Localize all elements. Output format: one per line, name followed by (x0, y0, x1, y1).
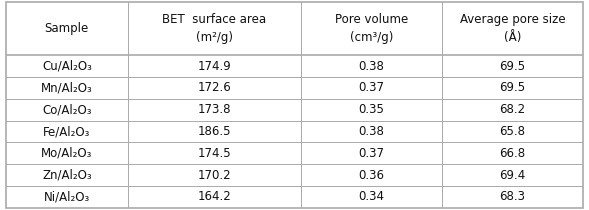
Text: 0.38: 0.38 (359, 125, 385, 138)
Text: 173.8: 173.8 (197, 103, 231, 116)
Text: Mn/Al₂O₃: Mn/Al₂O₃ (41, 81, 92, 94)
Text: 0.37: 0.37 (359, 147, 385, 160)
Text: 170.2: 170.2 (197, 169, 231, 182)
Text: Sample: Sample (45, 22, 89, 35)
Text: 65.8: 65.8 (499, 125, 525, 138)
Text: Fe/Al₂O₃: Fe/Al₂O₃ (43, 125, 91, 138)
Text: 0.34: 0.34 (359, 190, 385, 203)
Text: Cu/Al₂O₃: Cu/Al₂O₃ (42, 60, 92, 72)
Text: Mo/Al₂O₃: Mo/Al₂O₃ (41, 147, 92, 160)
Text: 0.38: 0.38 (359, 60, 385, 72)
Text: 68.3: 68.3 (499, 190, 525, 203)
Text: Average pore size
(Å): Average pore size (Å) (460, 13, 565, 44)
Text: Pore volume
(cm³/g): Pore volume (cm³/g) (335, 13, 408, 44)
Text: 69.4: 69.4 (499, 169, 526, 182)
Text: 66.8: 66.8 (499, 147, 525, 160)
Text: Ni/Al₂O₃: Ni/Al₂O₃ (44, 190, 90, 203)
Text: 174.5: 174.5 (197, 147, 231, 160)
Text: 69.5: 69.5 (499, 60, 525, 72)
Text: 0.37: 0.37 (359, 81, 385, 94)
Text: 186.5: 186.5 (197, 125, 231, 138)
Text: 174.9: 174.9 (197, 60, 231, 72)
Text: 172.6: 172.6 (197, 81, 231, 94)
Text: BET  surface area
(m²/g): BET surface area (m²/g) (162, 13, 266, 44)
Text: 0.36: 0.36 (359, 169, 385, 182)
Text: Zn/Al₂O₃: Zn/Al₂O₃ (42, 169, 92, 182)
Text: 69.5: 69.5 (499, 81, 525, 94)
Text: Co/Al₂O₃: Co/Al₂O₃ (42, 103, 91, 116)
Text: 164.2: 164.2 (197, 190, 231, 203)
Text: 0.35: 0.35 (359, 103, 385, 116)
Text: 68.2: 68.2 (499, 103, 525, 116)
